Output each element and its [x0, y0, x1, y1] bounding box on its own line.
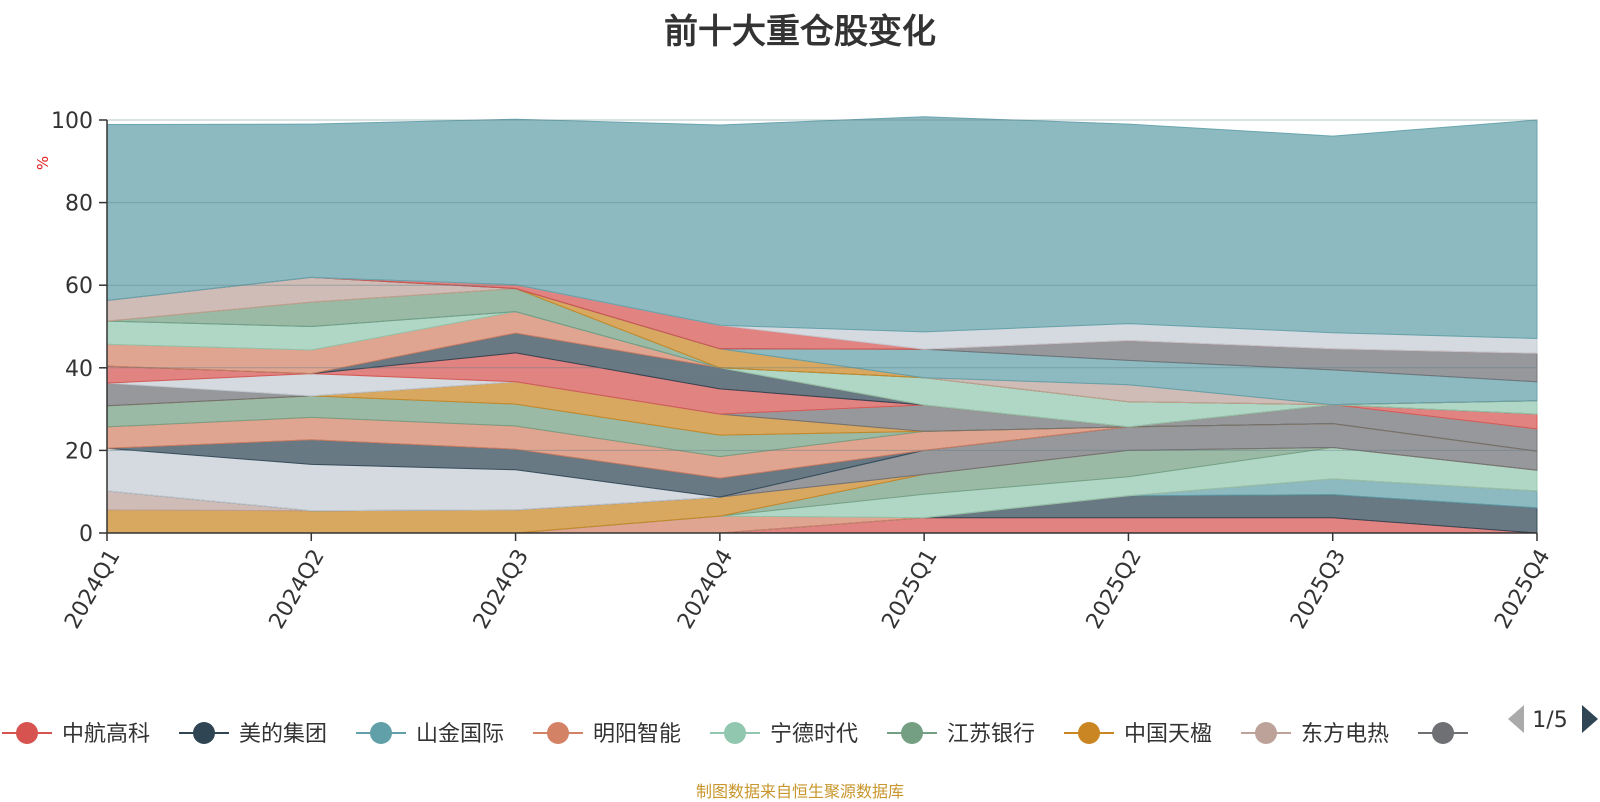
- y-tick-label: 20: [65, 439, 93, 464]
- legend-marker-icon: [370, 722, 392, 744]
- legend-item[interactable]: 宁德时代: [710, 722, 858, 747]
- legend-label: 江苏银行: [947, 722, 1035, 747]
- legend-item[interactable]: 中航高科: [2, 722, 150, 747]
- legend-label: 宁德时代: [770, 722, 858, 747]
- x-tick-label: 2025Q2: [1082, 545, 1147, 633]
- grid-lines: [107, 119, 1537, 534]
- area-layer: [106, 116, 1538, 534]
- legend-item-partial[interactable]: [1418, 722, 1468, 744]
- x-tick-label: 2025Q4: [1490, 545, 1555, 633]
- legend-label: 美的集团: [239, 722, 327, 747]
- chart-title: 前十大重仓股变化: [664, 12, 936, 52]
- legend-item[interactable]: 东方电热: [1241, 722, 1389, 747]
- x-tick-label: 2024Q2: [265, 545, 330, 633]
- legend-page-indicator: 1/5: [1532, 708, 1567, 733]
- legend-label: 山金国际: [416, 722, 504, 747]
- y-tick-label: 0: [79, 522, 93, 547]
- legend-item[interactable]: 中国天楹: [1064, 722, 1212, 747]
- legend-marker-icon: [547, 722, 569, 744]
- y-axis-unit: %: [34, 156, 52, 170]
- triangle-right-icon[interactable]: [1582, 705, 1598, 733]
- x-tick-label: 2024Q3: [469, 545, 534, 633]
- legend-label: 中国天楹: [1124, 722, 1212, 747]
- y-tick-label: 100: [51, 109, 93, 134]
- legend-label: 东方电热: [1301, 722, 1389, 747]
- legend-label: 明阳智能: [593, 722, 681, 747]
- legend-item[interactable]: 明阳智能: [533, 722, 681, 747]
- legend-marker-icon: [16, 722, 38, 744]
- legend-marker-icon: [724, 722, 746, 744]
- y-tick-label: 80: [65, 192, 93, 217]
- y-tick-label: 60: [65, 274, 93, 299]
- x-tick-label: 2025Q1: [877, 545, 942, 633]
- legend-marker-icon: [1078, 722, 1100, 744]
- legend-marker-icon: [1255, 722, 1277, 744]
- legend: 中航高科 美的集团 山金国际 明阳智能 宁德时代 江苏银行 中国天楹 东方电热: [2, 722, 1468, 747]
- y-tick-label: 40: [65, 357, 93, 382]
- x-tick-label: 2024Q4: [673, 545, 738, 633]
- legend-item[interactable]: 江苏银行: [887, 722, 1035, 747]
- x-tick-label: 2024Q1: [60, 545, 125, 633]
- legend-marker-icon: [1432, 722, 1454, 744]
- x-tick-label: 2025Q3: [1286, 545, 1351, 633]
- area-series-29: [106, 116, 1538, 340]
- legend-pager: 1/5: [1508, 705, 1598, 733]
- legend-label: 中航高科: [62, 722, 150, 747]
- data-source-note: 制图数据来自恒生聚源数据库: [695, 782, 904, 801]
- legend-marker-icon: [901, 722, 923, 744]
- legend-marker-icon: [193, 722, 215, 744]
- triangle-left-icon[interactable]: [1508, 705, 1524, 733]
- legend-item[interactable]: 美的集团: [179, 722, 327, 747]
- legend-item[interactable]: 山金国际: [356, 722, 504, 747]
